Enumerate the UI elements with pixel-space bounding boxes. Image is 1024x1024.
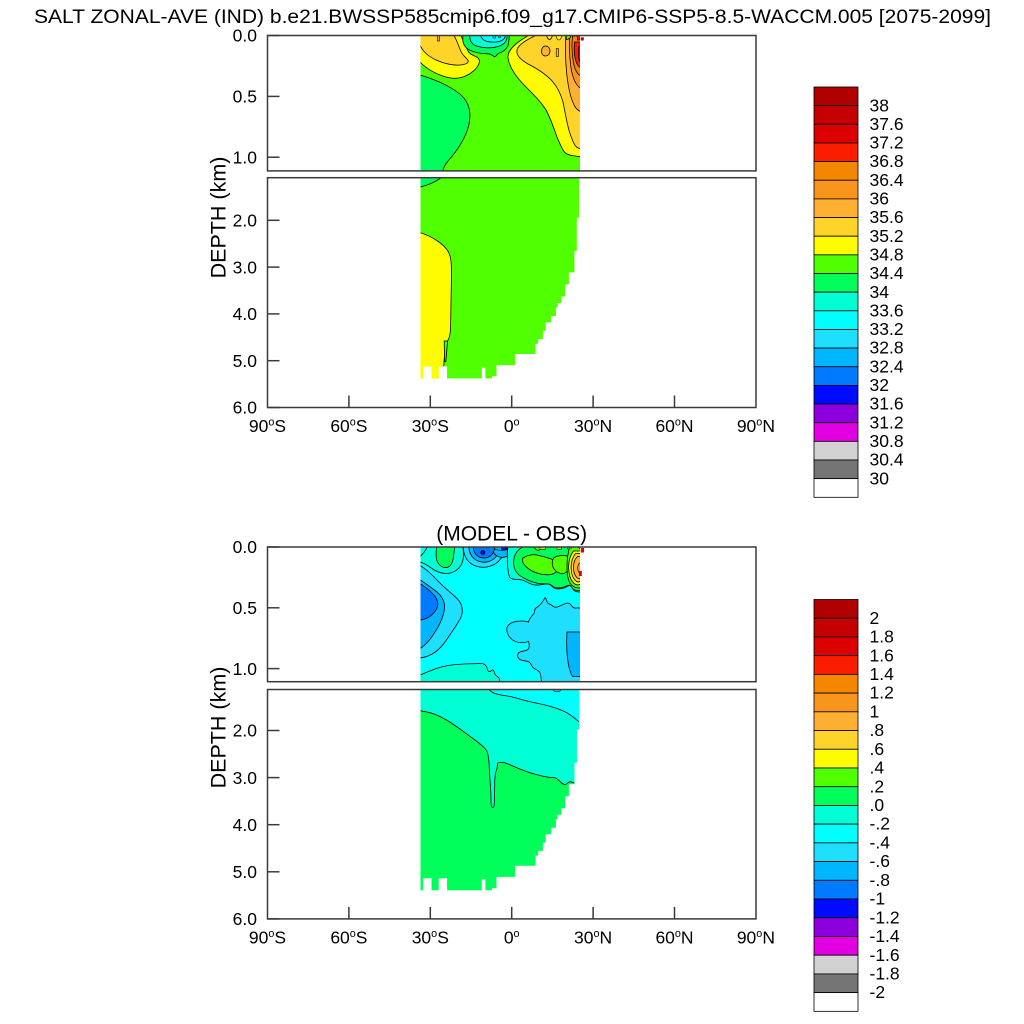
svg-text:35.2: 35.2 [870, 226, 904, 246]
svg-text:31.2: 31.2 [870, 412, 904, 432]
svg-text:1.0: 1.0 [233, 659, 258, 679]
svg-text:30oS: 30oS [412, 928, 449, 948]
svg-text:33.2: 33.2 [870, 319, 904, 339]
svg-text:32: 32 [870, 375, 889, 395]
svg-text:90oS: 90oS [249, 928, 286, 948]
svg-text:0.5: 0.5 [233, 598, 257, 618]
svg-text:6.0: 6.0 [233, 909, 258, 929]
svg-text:36: 36 [870, 189, 889, 209]
svg-text:-.6: -.6 [870, 851, 890, 871]
svg-text:30.8: 30.8 [870, 431, 904, 451]
svg-text:60oS: 60oS [330, 416, 367, 436]
svg-text:-.2: -.2 [870, 814, 890, 834]
svg-text:.0: .0 [870, 795, 885, 815]
svg-text:90oN: 90oN [737, 928, 775, 948]
svg-text:35.6: 35.6 [870, 207, 904, 227]
svg-text:60oN: 60oN [655, 416, 693, 436]
svg-text:37.6: 37.6 [870, 114, 904, 134]
svg-text:.8: .8 [870, 720, 885, 740]
svg-text:1.6: 1.6 [870, 645, 894, 665]
svg-text:34: 34 [870, 282, 890, 302]
svg-text:1.4: 1.4 [870, 664, 895, 684]
svg-text:3.0: 3.0 [233, 257, 258, 277]
svg-text:30: 30 [870, 468, 890, 488]
svg-text:30oN: 30oN [574, 928, 612, 948]
svg-text:6.0: 6.0 [233, 398, 258, 418]
svg-text:-1: -1 [870, 889, 886, 909]
svg-text:5.0: 5.0 [233, 351, 258, 371]
svg-text:1.0: 1.0 [233, 147, 258, 167]
svg-text:.2: .2 [870, 776, 885, 796]
svg-text:34.4: 34.4 [870, 263, 904, 283]
svg-text:30.4: 30.4 [870, 450, 904, 470]
svg-text:36.4: 36.4 [870, 170, 904, 190]
svg-text:90oN: 90oN [737, 416, 775, 436]
svg-text:90oS: 90oS [249, 416, 286, 436]
svg-text:.6: .6 [870, 739, 885, 759]
svg-text:2.0: 2.0 [233, 211, 258, 231]
svg-text:3.0: 3.0 [233, 768, 258, 788]
svg-text:32.4: 32.4 [870, 356, 904, 376]
svg-text:-2: -2 [870, 982, 886, 1002]
svg-text:36.8: 36.8 [870, 151, 904, 171]
svg-text:5.0: 5.0 [233, 862, 258, 882]
svg-text:30oS: 30oS [412, 416, 449, 436]
svg-text:4.0: 4.0 [233, 304, 258, 324]
svg-text:1.2: 1.2 [870, 683, 894, 703]
svg-text:34.8: 34.8 [870, 244, 904, 264]
svg-text:-1.8: -1.8 [870, 964, 900, 984]
svg-text:32.8: 32.8 [870, 338, 904, 358]
svg-text:DEPTH (km): DEPTH (km) [207, 667, 231, 789]
svg-text:1.8: 1.8 [870, 627, 894, 647]
svg-text:-1.6: -1.6 [870, 945, 900, 965]
svg-text:1: 1 [870, 701, 880, 721]
svg-text:38: 38 [870, 95, 889, 115]
svg-text:60oS: 60oS [330, 928, 367, 948]
svg-text:2: 2 [870, 608, 880, 628]
svg-text:-.8: -.8 [870, 870, 890, 890]
svg-text:30oN: 30oN [574, 416, 612, 436]
svg-text:DEPTH (km): DEPTH (km) [207, 157, 231, 279]
svg-text:-.4: -.4 [870, 832, 891, 852]
svg-text:60oN: 60oN [655, 928, 693, 948]
svg-text:0.0: 0.0 [233, 537, 258, 557]
svg-text:.4: .4 [870, 758, 885, 778]
svg-text:0.5: 0.5 [233, 87, 257, 107]
svg-text:(MODEL - OBS): (MODEL - OBS) [436, 523, 587, 546]
svg-text:0.0: 0.0 [233, 26, 258, 46]
svg-text:33.6: 33.6 [870, 300, 904, 320]
svg-text:-1.2: -1.2 [870, 907, 900, 927]
svg-text:31.6: 31.6 [870, 394, 904, 414]
svg-text:4.0: 4.0 [233, 815, 258, 835]
svg-text:SALT ZONAL-AVE (IND) b.e21.BWS: SALT ZONAL-AVE (IND) b.e21.BWSSP585cmip6… [34, 7, 991, 28]
svg-text:-1.4: -1.4 [870, 926, 900, 946]
svg-text:2.0: 2.0 [233, 721, 258, 741]
svg-text:37.2: 37.2 [870, 133, 904, 153]
